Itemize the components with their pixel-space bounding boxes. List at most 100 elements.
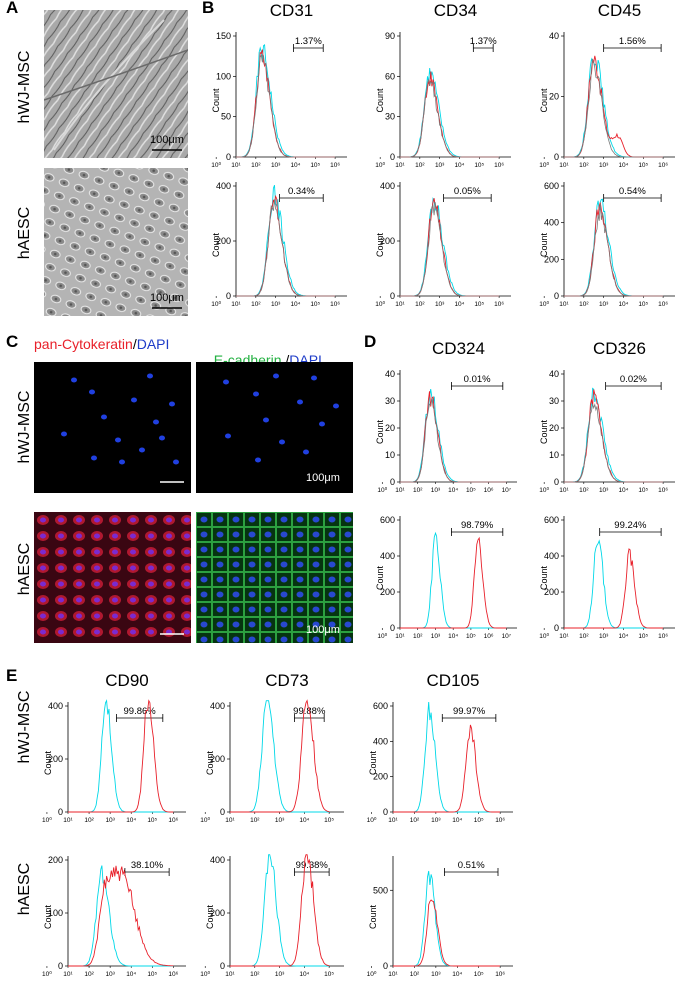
- y-tick-label: 600: [544, 515, 559, 525]
- y-tick-label: 0: [390, 291, 395, 301]
- gate-percent: 0.01%: [464, 374, 491, 385]
- x-tick-label: 10⁵: [638, 301, 648, 308]
- y-tick-label: 0: [220, 961, 225, 971]
- x-tick-label: 10⁴: [290, 301, 300, 308]
- panel-letter-e: E: [6, 666, 18, 685]
- x-tick-label: 10²: [84, 817, 94, 824]
- x-tick-label: 10²: [410, 971, 420, 978]
- chart-title-E-CD105-MSC: CD105: [427, 671, 480, 690]
- x-tick-label: 10⁰: [42, 816, 52, 824]
- x-tick-label: 10⁴: [618, 487, 628, 494]
- x-tick-label: 10²: [415, 301, 425, 308]
- if-image-aesc-pck: [34, 512, 191, 643]
- gate-percent: 99.86%: [124, 706, 157, 717]
- y-tick-label: 100: [48, 908, 63, 918]
- y-tick-label: 400: [373, 736, 388, 746]
- histogram-sample: [230, 854, 330, 967]
- histogram-control: [236, 44, 336, 158]
- y-tick-label: 20: [549, 423, 559, 433]
- x-tick-label: 10²: [84, 971, 94, 978]
- x-tick-label: 10³: [275, 971, 285, 978]
- x-tick-label: 10⁶: [495, 817, 505, 824]
- row-label-e-haesc: hAESC: [16, 862, 33, 916]
- x-tick-label: 10⁵: [474, 971, 484, 978]
- x-tick-label: 10⁶: [658, 487, 668, 494]
- y-tick-label: 20: [385, 423, 395, 433]
- chart-B-CD34-MSC: CD34 0 30 60 90 Count 10⁰ 10¹ 10² 10³ 10⁴ 10⁵ 10⁶ 1.3…: [375, 1, 511, 169]
- y-axis-label: Count: [539, 420, 549, 445]
- y-tick-label: 0: [554, 152, 559, 162]
- gate-percent: 38.10%: [131, 860, 164, 871]
- x-tick-label: 10³: [599, 301, 609, 308]
- y-tick-label: 0: [220, 807, 225, 817]
- histogram-sample: [400, 536, 507, 629]
- scalebar-label-c-bottom: 100μm: [306, 624, 340, 636]
- scalebar-label-a-top: 100μm: [150, 134, 184, 146]
- histogram-control: [400, 67, 500, 158]
- x-tick-label: 10⁵: [147, 817, 157, 824]
- x-tick-label: 10⁴: [126, 817, 136, 824]
- x-tick-label: 10¹: [559, 487, 569, 494]
- histogram-control: [400, 389, 507, 483]
- y-tick-label: 200: [48, 754, 63, 764]
- gate-percent: 0.51%: [458, 860, 485, 871]
- x-tick-label: 10⁶: [658, 162, 668, 169]
- x-tick-label: 10³: [431, 971, 441, 978]
- gate-percent: 0.34%: [288, 186, 315, 197]
- y-tick-label: 200: [210, 754, 225, 764]
- y-tick-label: 30: [549, 396, 559, 406]
- x-tick-label: 10¹: [225, 971, 235, 978]
- x-tick-label: 10³: [275, 817, 285, 824]
- x-tick-label: 10⁶: [658, 633, 668, 640]
- x-tick-label: 10⁵: [638, 487, 648, 494]
- y-tick-label: 0: [554, 477, 559, 487]
- histogram-control: [68, 699, 174, 813]
- y-axis-label: Count: [368, 905, 378, 930]
- c-label-slash2: /: [281, 352, 290, 368]
- x-tick-label: 10³: [599, 162, 609, 169]
- y-tick-label: 40: [385, 369, 395, 379]
- x-tick-label: 10⁴: [448, 487, 458, 494]
- chart-title-B-CD34-MSC: CD34: [434, 1, 477, 20]
- y-axis-label: Count: [375, 420, 385, 445]
- y-axis-label: Count: [43, 905, 53, 930]
- if-image-msc-ecad: 100μm: [196, 362, 353, 493]
- x-tick-label: 10⁰: [367, 970, 377, 978]
- y-tick-label: 400: [210, 855, 225, 865]
- x-tick-label: 10¹: [395, 162, 405, 169]
- y-axis-label: Count: [205, 751, 215, 776]
- x-tick-label: 10⁵: [638, 162, 648, 169]
- if-image-msc-pck: [34, 362, 191, 493]
- x-tick-label: 10²: [251, 162, 261, 169]
- histogram-control: [564, 539, 664, 629]
- gate-percent: 1.37%: [470, 36, 497, 47]
- histogram-isotype: [400, 398, 507, 483]
- x-tick-label: 10⁴: [618, 162, 628, 169]
- chart-B-CD45-MSC: CD45 0 20 40 Count 10⁰ 10¹ 10² 10³ 10⁴ 10⁵ 10⁶ 1.56%: [539, 1, 675, 169]
- y-tick-label: 40: [549, 369, 559, 379]
- y-tick-label: 200: [544, 587, 559, 597]
- x-tick-label: 10⁴: [290, 162, 300, 169]
- y-axis-label: Count: [375, 88, 385, 113]
- y-tick-label: 100: [216, 71, 231, 81]
- x-tick-label: 10⁰: [42, 970, 52, 978]
- y-tick-label: 400: [544, 551, 559, 561]
- x-tick-label: 10⁶: [168, 971, 178, 978]
- c-label-pck: pan-Cytokeratin: [34, 336, 133, 352]
- gate-percent: 1.37%: [295, 36, 322, 47]
- x-tick-label: 10³: [431, 633, 441, 640]
- histogram-sample: [393, 899, 501, 967]
- y-tick-label: 400: [210, 701, 225, 711]
- x-tick-label: 10⁶: [658, 301, 668, 308]
- histogram-sample: [236, 194, 336, 297]
- y-axis-label: Count: [211, 88, 221, 113]
- x-tick-label: 10²: [579, 633, 589, 640]
- histogram-control: [236, 185, 336, 297]
- chart-E-CD90-MSC: CD90 0 200 400 Count 10⁰ 10¹ 10² 10³ 10⁴ 10⁵ 10⁶ 99.…: [42, 671, 186, 824]
- x-tick-label: 10¹: [388, 971, 398, 978]
- y-tick-label: 20: [549, 92, 559, 102]
- row-label-a-haesc: hAESC: [16, 206, 33, 260]
- y-axis-label: Count: [368, 751, 378, 776]
- histogram-sample: [68, 699, 174, 813]
